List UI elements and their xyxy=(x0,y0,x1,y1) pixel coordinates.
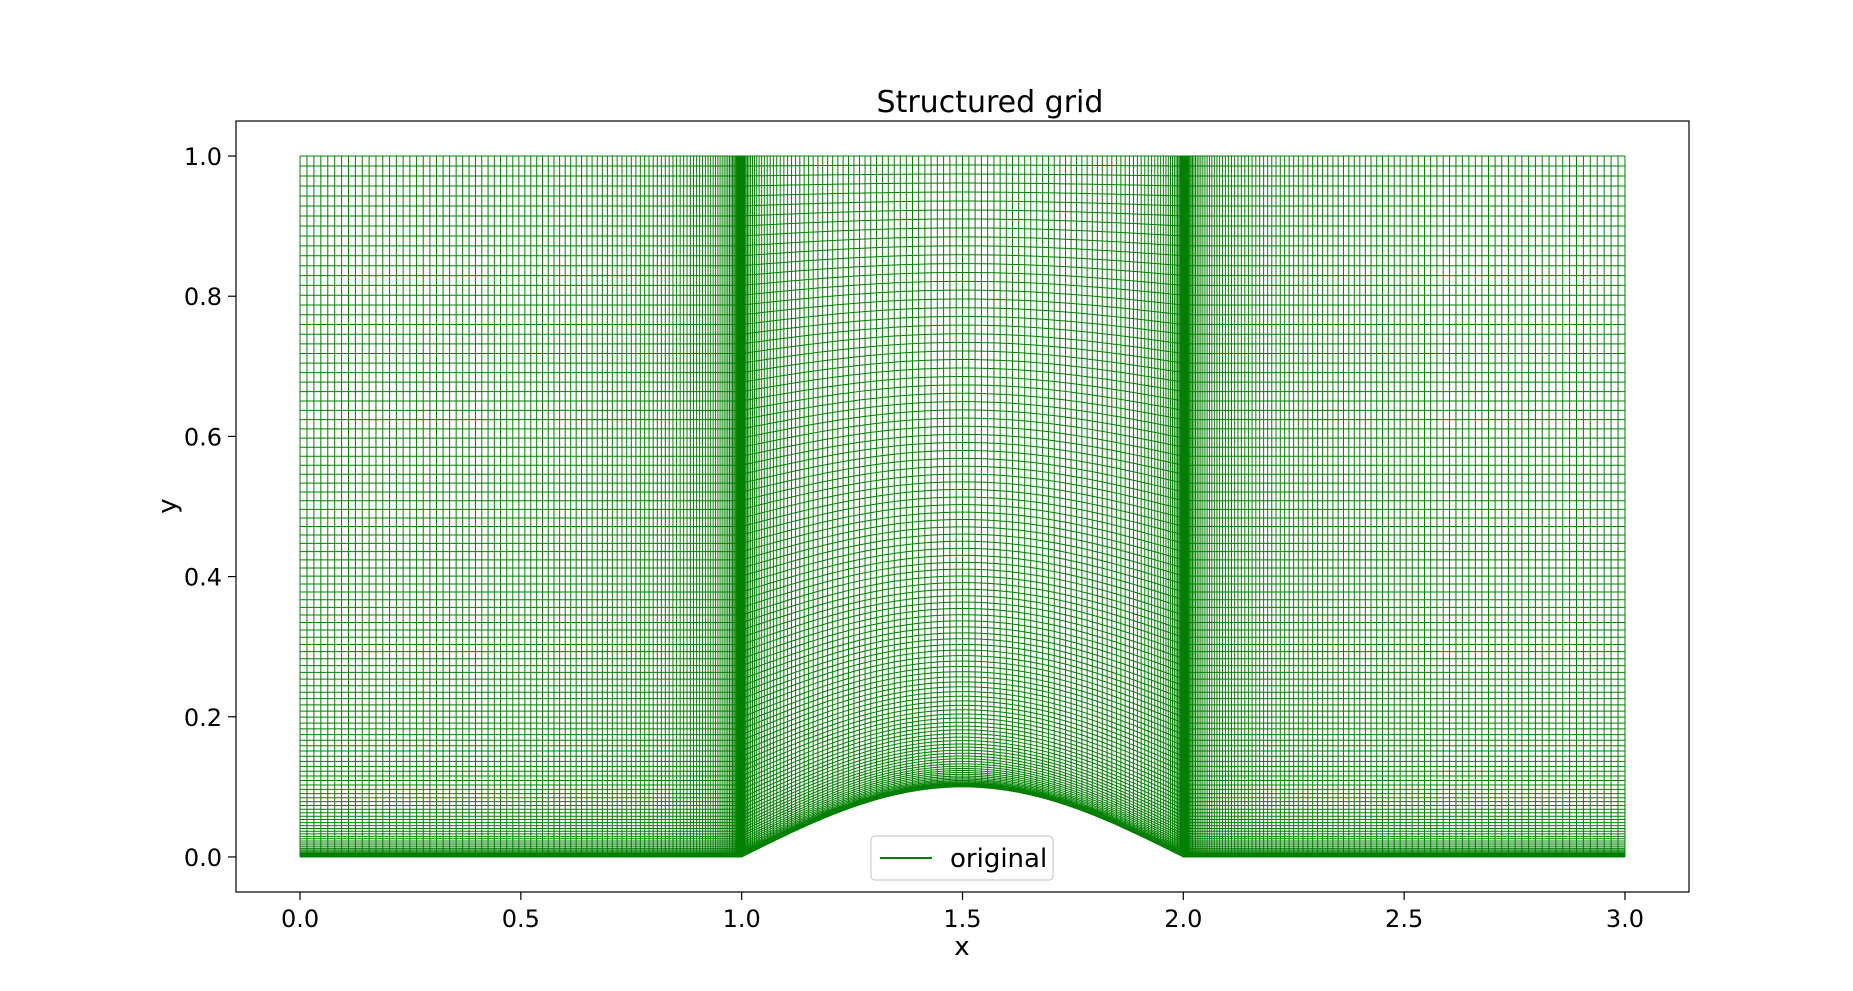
x-tick-label: 1.5 xyxy=(943,905,981,933)
mesh xyxy=(299,155,1626,858)
y-tick-label: 1.0 xyxy=(184,143,222,171)
y-ticks: 0.0 0.2 0.4 0.6 0.8 1.0 xyxy=(184,143,236,872)
y-tick-label: 0.2 xyxy=(184,704,222,732)
chart-title: Structured grid xyxy=(877,85,1104,120)
y-tick-label: 0.8 xyxy=(184,283,222,311)
legend-label-original: original xyxy=(950,844,1047,874)
y-tick-label: 0.6 xyxy=(184,423,222,451)
y-tick-label: 0.4 xyxy=(184,564,222,592)
legend-box xyxy=(870,835,1054,881)
mesh-vertical-lines xyxy=(299,156,1626,857)
x-tick-label: 1.0 xyxy=(723,905,761,933)
x-tick-label: 3.0 xyxy=(1606,905,1644,933)
x-ticks: 0.0 0.5 1.0 1.5 2.0 2.5 3.0 xyxy=(281,892,1644,933)
x-tick-label: 0.5 xyxy=(502,905,540,933)
x-tick-label: 2.5 xyxy=(1385,905,1423,933)
legend: original xyxy=(870,835,1054,881)
x-tick-label: 0.0 xyxy=(281,905,319,933)
y-tick-label: 0.0 xyxy=(184,844,222,872)
x-tick-label: 2.0 xyxy=(1164,905,1202,933)
x-axis-label: x xyxy=(954,932,969,962)
mesh-horizontal-lines xyxy=(300,155,1625,858)
y-axis-label: y xyxy=(153,498,183,513)
